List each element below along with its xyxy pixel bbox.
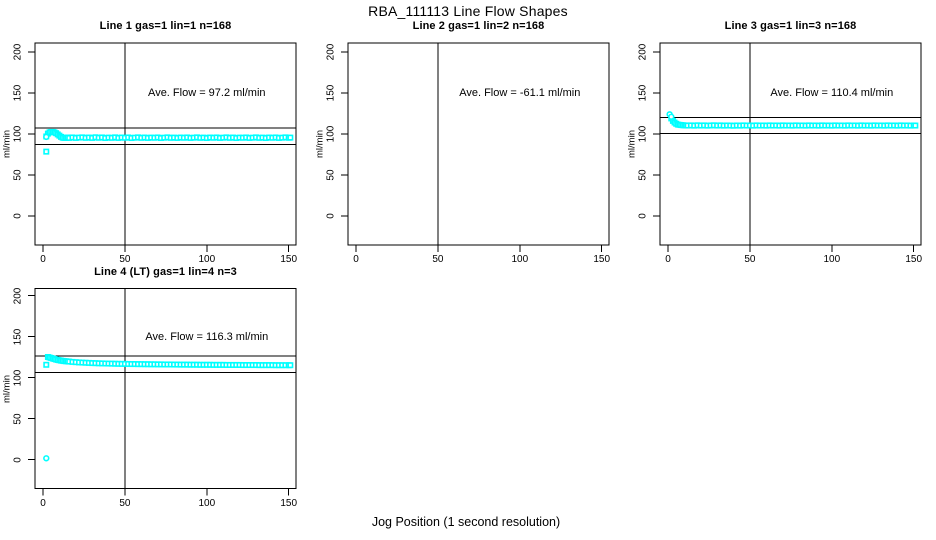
y-axis-label: ml/min — [626, 130, 638, 158]
y-tick-label: 0 — [12, 456, 24, 463]
figure-title: RBA_111113 Line Flow Shapes — [368, 3, 568, 19]
plot-title: Line 2 gas=1 lin=2 n=168 — [412, 20, 545, 32]
y-tick-label: 50 — [637, 169, 649, 181]
y-tick-label: 50 — [12, 412, 24, 425]
x-axis-label: Jog Position (1 second resolution) — [371, 515, 561, 529]
y-axis-label: ml/min — [1, 130, 13, 158]
x-tick-label: 100 — [198, 497, 216, 509]
x-tick-label: 150 — [280, 497, 298, 509]
y-tick-label: 100 — [12, 369, 24, 386]
ave-flow-annotation: Ave. Flow = 97.2 ml/min — [148, 87, 266, 99]
data-point-square — [912, 122, 919, 129]
x-tick-label: 0 — [40, 254, 46, 265]
ave-flow-annotation: Ave. Flow = 116.3 ml/min — [145, 330, 269, 343]
x-tick-label: 100 — [198, 254, 216, 265]
x-tick-label: 0 — [353, 254, 359, 265]
y-tick-label: 100 — [325, 125, 337, 143]
data-point-square — [43, 361, 50, 368]
x-tick-label: 150 — [905, 254, 923, 265]
y-tick-label: 150 — [637, 84, 649, 102]
x-tick-label: 50 — [432, 254, 444, 265]
x-tick-label: 50 — [744, 254, 756, 265]
x-tick-label: 50 — [119, 497, 131, 509]
data-point-circle — [668, 113, 675, 120]
y-tick-label: 200 — [12, 43, 24, 61]
data-point-square — [43, 148, 50, 155]
y-tick-label: 100 — [12, 125, 24, 143]
data-point-circle — [43, 455, 50, 462]
y-tick-label: 0 — [637, 213, 649, 219]
y-tick-label: 200 — [12, 287, 24, 304]
y-tick-label: 200 — [325, 43, 337, 61]
y-axis-label: ml/min — [314, 130, 326, 158]
plot-title: Line 1 gas=1 lin=1 n=168 — [99, 20, 232, 32]
plot-box — [34, 288, 297, 489]
data-point-circle — [43, 133, 50, 141]
plot-box — [347, 42, 610, 246]
y-tick-label: 50 — [12, 169, 24, 181]
plot-title: Line 4 (LT) gas=1 lin=4 n=3 — [94, 265, 237, 278]
y-axis-label: ml/min — [1, 374, 13, 403]
y-tick-label: 200 — [637, 43, 649, 61]
x-tick-label: 0 — [665, 254, 671, 265]
plot-box — [659, 42, 922, 246]
y-tick-label: 0 — [12, 213, 24, 219]
y-tick-label: 0 — [325, 213, 337, 219]
y-tick-label: 150 — [325, 84, 337, 102]
y-tick-label: 50 — [325, 169, 337, 181]
plot-title: Line 3 gas=1 lin=3 n=168 — [724, 20, 857, 32]
data-point-square — [287, 362, 294, 369]
x-tick-label: 150 — [280, 254, 298, 265]
y-tick-label: 150 — [12, 84, 24, 102]
x-tick-label: 150 — [593, 254, 611, 265]
ave-flow-annotation: Ave. Flow = -61.1 ml/min — [459, 87, 581, 99]
x-tick-label: 100 — [511, 254, 529, 265]
plot-box — [34, 42, 297, 246]
x-tick-label: 100 — [823, 254, 841, 265]
x-tick-label: 0 — [40, 497, 46, 509]
ave-flow-annotation: Ave. Flow = 110.4 ml/min — [770, 87, 894, 99]
data-point-square — [287, 134, 294, 141]
y-tick-label: 100 — [637, 125, 649, 143]
x-tick-label: 50 — [119, 254, 131, 265]
y-tick-label: 150 — [12, 328, 24, 345]
